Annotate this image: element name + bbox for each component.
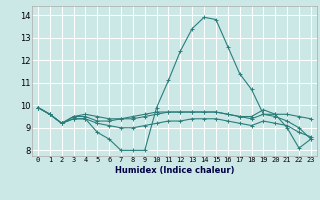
X-axis label: Humidex (Indice chaleur): Humidex (Indice chaleur) [115, 166, 234, 175]
